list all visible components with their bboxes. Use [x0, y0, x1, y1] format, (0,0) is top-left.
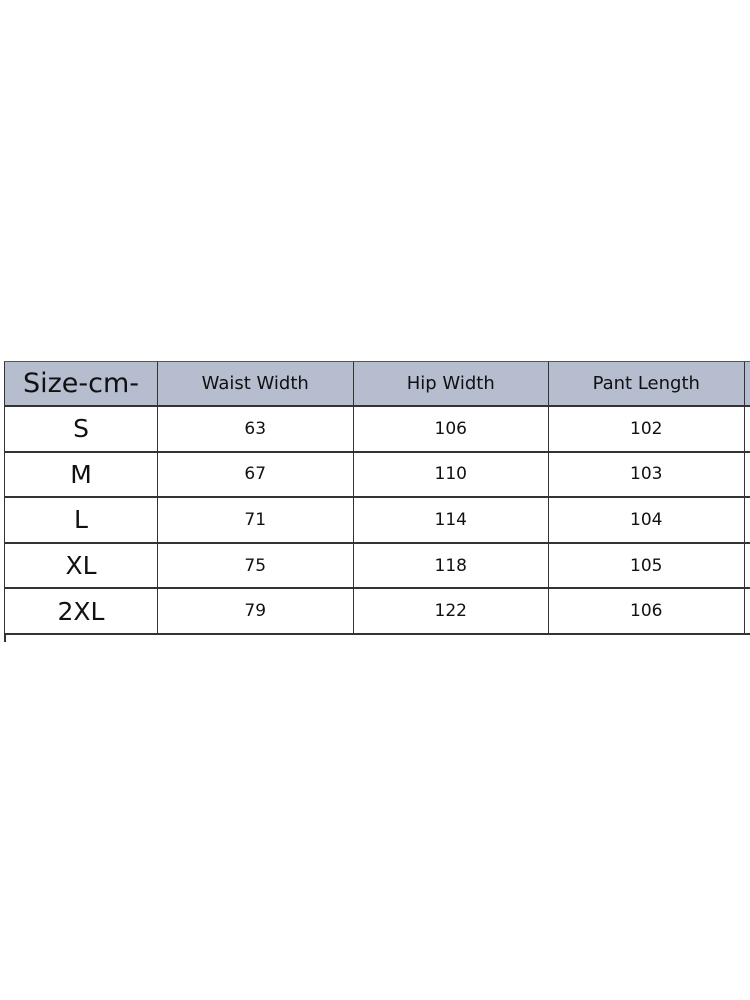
hip-width-cell: 110 [354, 452, 549, 497]
table-border-tail [4, 634, 6, 642]
hip-width-cell: 118 [354, 543, 549, 588]
waist-width-cell: 75 [158, 543, 354, 588]
pant-length-cell: 105 [549, 543, 745, 588]
table-row: M 67 110 103 [4, 452, 750, 499]
waist-width-cell: 71 [158, 498, 354, 542]
header-cut-off [745, 362, 750, 405]
table-row: S 63 106 102 [4, 407, 750, 453]
table-row: XL 75 118 105 [4, 543, 750, 590]
cut-off-cell [745, 498, 750, 542]
cut-off-cell [745, 544, 750, 588]
cut-off-cell [745, 589, 750, 633]
pant-length-cell: 106 [549, 589, 745, 633]
table-row: 2XL 79 122 106 [4, 589, 750, 635]
cut-off-cell [745, 407, 750, 451]
size-cell: XL [4, 543, 158, 588]
hip-width-cell: 106 [354, 407, 549, 451]
waist-width-cell: 79 [158, 589, 354, 633]
pant-length-cell: 103 [549, 452, 745, 497]
header-size: Size-cm- [4, 362, 158, 405]
size-cell: 2XL [4, 589, 158, 633]
pant-length-cell: 104 [549, 498, 745, 542]
cut-off-cell [745, 453, 750, 497]
waist-width-cell: 67 [158, 452, 354, 497]
hip-width-cell: 114 [354, 498, 549, 542]
pant-length-cell: 102 [549, 407, 745, 451]
size-cell: S [4, 407, 158, 451]
waist-width-cell: 63 [158, 407, 354, 451]
size-chart-table: Size-cm- Waist Width Hip Width Pant Leng… [4, 361, 750, 635]
header-pant-length: Pant Length [549, 362, 745, 405]
size-cell: L [4, 498, 158, 542]
header-hip-width: Hip Width [354, 362, 549, 405]
header-waist-width: Waist Width [158, 362, 354, 405]
table-header-row: Size-cm- Waist Width Hip Width Pant Leng… [4, 361, 750, 407]
table-row: L 71 114 104 [4, 498, 750, 544]
hip-width-cell: 122 [354, 589, 549, 633]
size-cell: M [4, 452, 158, 497]
